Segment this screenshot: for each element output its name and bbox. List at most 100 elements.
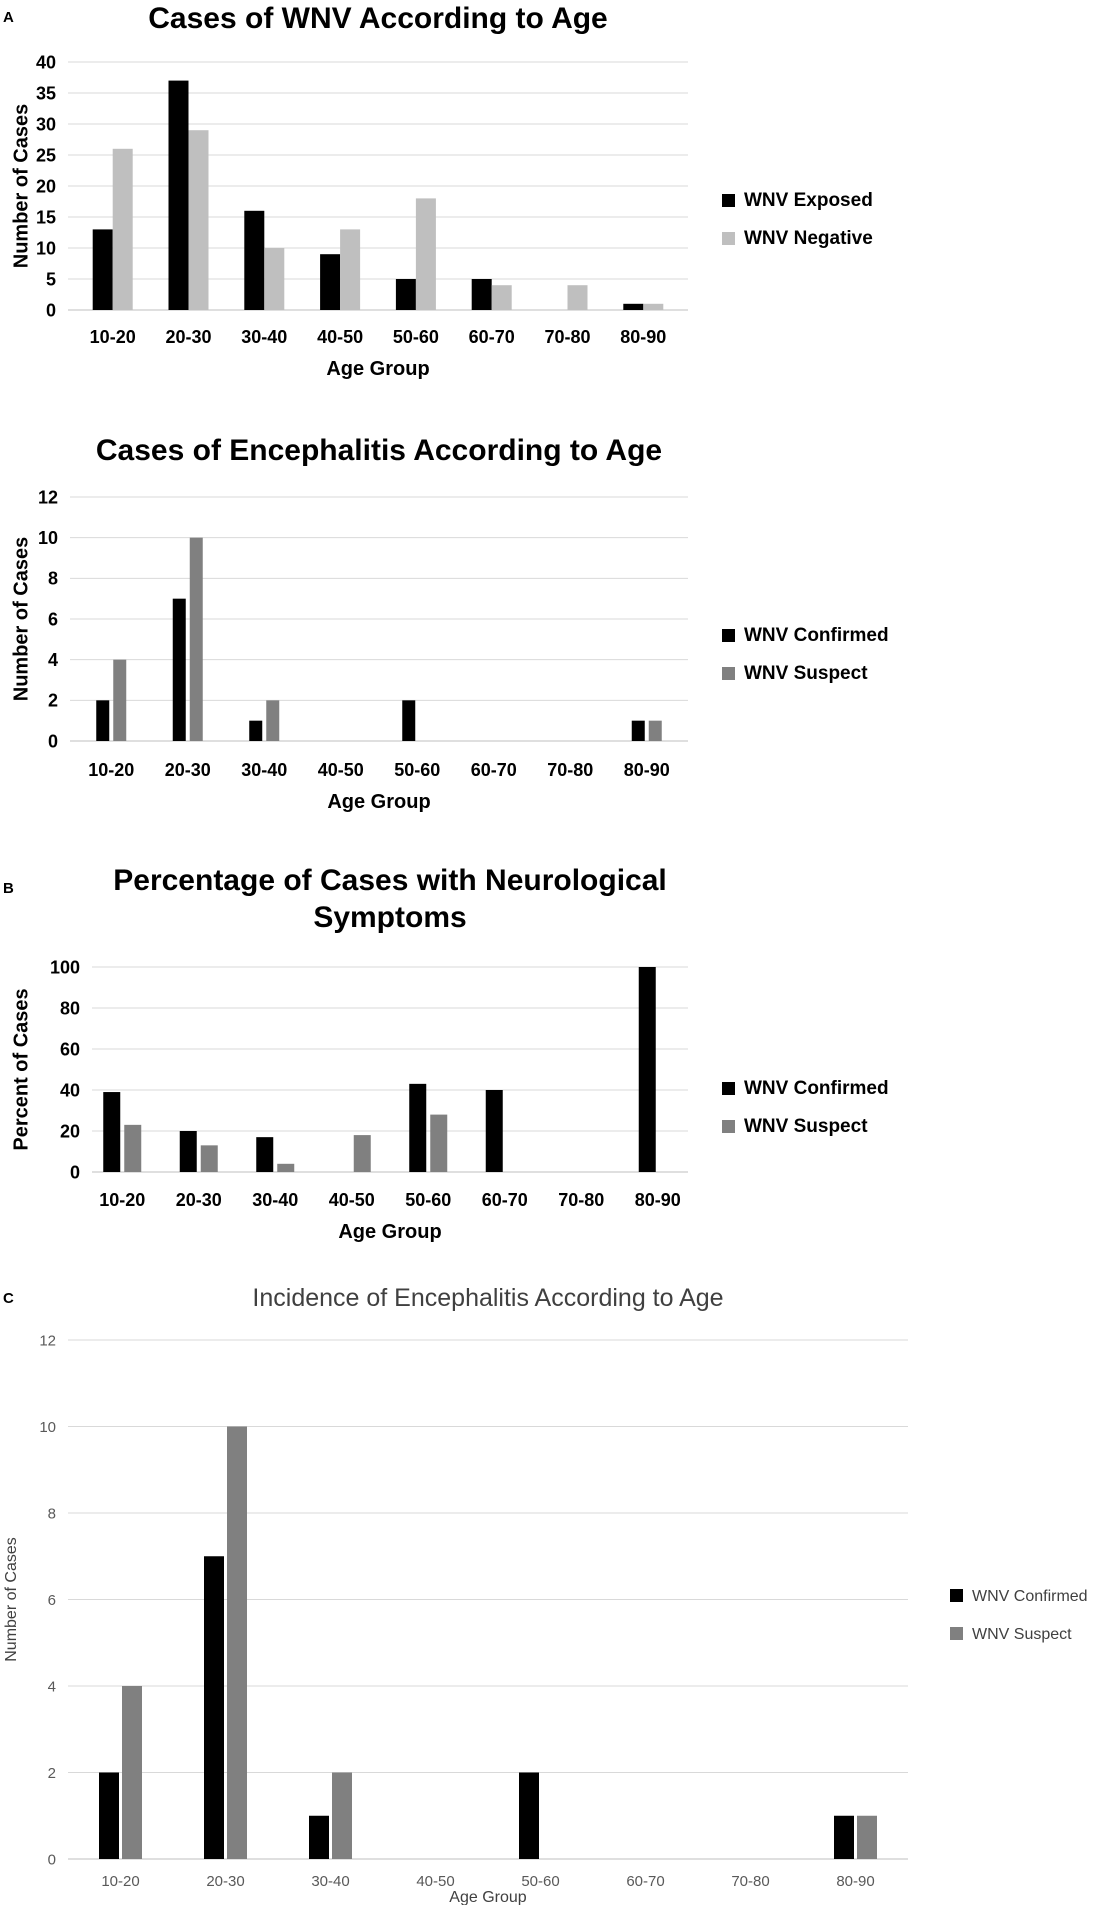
y-axis-label: Number of Cases (3, 1537, 20, 1662)
bar-wnv-negative (264, 248, 285, 310)
x-tick-label: 60-70 (626, 1873, 664, 1890)
x-tick-label: 40-50 (318, 760, 364, 780)
x-tick-label: 70-80 (547, 760, 593, 780)
bar-wnv-exposed (623, 303, 644, 310)
bar-wnv-confirmed (485, 1090, 503, 1172)
y-tick-label: 10 (38, 528, 58, 548)
y-tick-label: 15 (36, 207, 56, 227)
x-tick-label: 60-70 (482, 1190, 528, 1210)
bar-wnv-suspect (227, 1426, 247, 1859)
x-tick-label: 10-20 (90, 327, 136, 347)
x-tick-label: 60-70 (471, 760, 517, 780)
legend-swatch (722, 667, 735, 680)
bar-wnv-confirmed (256, 1137, 274, 1172)
bar-wnv-exposed (395, 279, 416, 310)
y-tick-label: 30 (36, 114, 56, 134)
chart-title: Cases of Encephalitis According to Age (96, 434, 662, 467)
y-tick-label: 12 (39, 1332, 56, 1349)
x-tick-label: 30-40 (311, 1873, 349, 1890)
chart-title-line: Percentage of Cases with Neurological (113, 864, 667, 897)
bar-wnv-exposed (244, 210, 265, 310)
bar-wnv-exposed (92, 229, 113, 310)
chart-2: Cases of Encephalitis According to Age 0 2… (10, 434, 888, 813)
x-tick-label: 50-60 (393, 327, 439, 347)
y-tick-label: 2 (48, 1765, 56, 1782)
chart-3: Percentage of Cases with Neurological Sym… (10, 864, 888, 1243)
legend-label: WNV Exposed (744, 190, 873, 211)
x-tick-label: 30-40 (241, 760, 287, 780)
y-tick-label: 8 (48, 1505, 56, 1522)
x-tick-label: 80-90 (635, 1190, 681, 1210)
x-tick-label: 10-20 (88, 760, 134, 780)
y-tick-label: 0 (48, 731, 58, 751)
bar-wnv-confirmed (631, 720, 645, 741)
panel-letter-b: B (3, 880, 14, 897)
y-tick-label: 100 (50, 957, 80, 977)
x-tick-label: 20-30 (165, 327, 211, 347)
y-axis-label: Number of Cases (10, 537, 32, 702)
chart-title-line: Symptoms (313, 901, 466, 934)
y-tick-label: 40 (60, 1080, 80, 1100)
charts-container: Cases of WNV According to Age05101520253… (3, 2, 1087, 1905)
legend-label: WNV Suspect (972, 1626, 1072, 1643)
bar-wnv-negative (340, 229, 361, 310)
bar-wnv-confirmed (309, 1815, 329, 1859)
legend-swatch (722, 1082, 735, 1095)
x-tick-label: 70-80 (731, 1873, 769, 1890)
y-tick-label: 6 (48, 1592, 56, 1609)
legend-label: WNV Negative (744, 228, 873, 249)
legend-swatch (722, 629, 735, 642)
y-tick-label: 0 (48, 1851, 56, 1868)
x-tick-label: 80-90 (836, 1873, 874, 1890)
x-axis-label: Age Group (326, 358, 429, 380)
legend-swatch (722, 194, 735, 207)
chart-1: Cases of WNV According to Age 0 5 10 15 20 25 3… (10, 2, 873, 380)
y-tick-label: 20 (36, 176, 56, 196)
legend-label: WNV Confirmed (972, 1588, 1088, 1605)
bar-wnv-confirmed (249, 720, 263, 741)
bar-wnv-suspect (124, 1124, 142, 1172)
bar-wnv-confirmed (409, 1083, 427, 1172)
bar-wnv-negative (415, 198, 436, 310)
x-tick-label: 20-30 (176, 1190, 222, 1210)
x-tick-label: 40-50 (416, 1873, 454, 1890)
y-tick-label: 6 (48, 609, 58, 629)
x-tick-label: 20-30 (165, 760, 211, 780)
x-axis-label: Age Group (449, 1889, 526, 1905)
x-tick-label: 30-40 (241, 327, 287, 347)
bar-wnv-suspect (648, 720, 662, 741)
x-tick-label: 40-50 (329, 1190, 375, 1210)
legend-swatch (722, 232, 735, 245)
bar-wnv-confirmed (179, 1131, 197, 1172)
y-tick-label: 10 (36, 238, 56, 258)
x-tick-label: 30-40 (252, 1190, 298, 1210)
y-tick-label: 0 (70, 1162, 80, 1182)
y-tick-label: 2 (48, 691, 58, 711)
bar-wnv-confirmed (96, 700, 110, 741)
legend-label: WNV Suspect (744, 1116, 868, 1137)
bar-wnv-exposed (320, 254, 341, 310)
y-tick-label: 40 (36, 52, 56, 72)
legend-swatch (950, 1589, 963, 1602)
bar-wnv-suspect (189, 537, 203, 741)
y-tick-label: 8 (48, 569, 58, 589)
bar-wnv-negative (112, 148, 133, 310)
y-tick-label: 20 (60, 1121, 80, 1141)
bar-wnv-suspect (113, 659, 127, 741)
y-tick-label: 10 (39, 1419, 56, 1436)
x-tick-label: 80-90 (624, 760, 670, 780)
x-tick-label: 60-70 (469, 327, 515, 347)
bar-wnv-suspect (430, 1114, 448, 1172)
bar-wnv-suspect (122, 1686, 142, 1859)
bar-wnv-suspect (266, 700, 280, 741)
y-tick-label: 12 (38, 487, 58, 507)
chart-title: Cases of WNV According to Age (148, 2, 608, 35)
panel-letter-c: C (3, 1290, 14, 1307)
y-tick-label: 35 (36, 83, 56, 103)
bar-wnv-confirmed (99, 1772, 119, 1859)
bar-wnv-negative (491, 285, 512, 310)
y-tick-label: 80 (60, 998, 80, 1018)
x-tick-label: 70-80 (558, 1190, 604, 1210)
y-tick-label: 4 (48, 1678, 56, 1695)
chart-4: Incidence of Encephalitis According to A… (3, 1284, 1087, 1905)
